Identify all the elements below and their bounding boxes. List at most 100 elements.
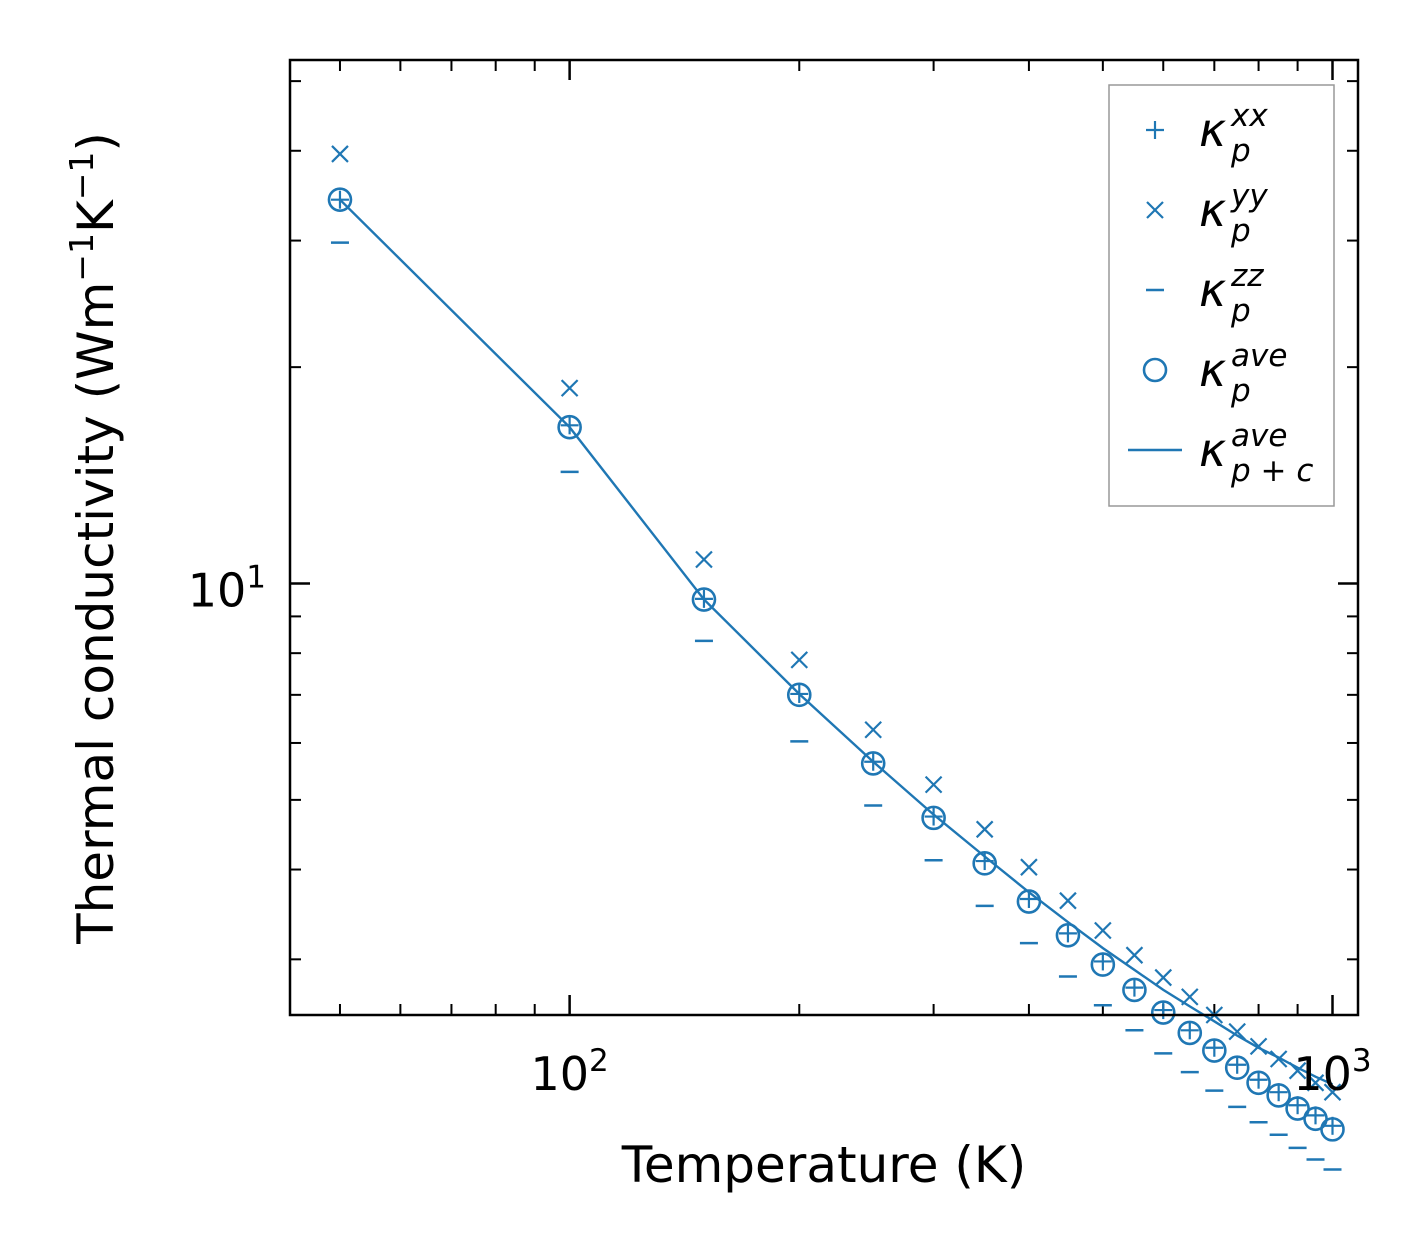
plot-frame — [288, 58, 1360, 1017]
y-tick-label: 101 — [188, 560, 266, 618]
y-axis-unit-k: K — [67, 199, 125, 233]
point-yy — [1228, 1022, 1246, 1041]
point-ave — [972, 851, 997, 876]
point-yy — [331, 145, 349, 163]
point-ave — [1224, 1055, 1250, 1081]
legend-sup: zz — [1230, 258, 1264, 294]
point-yy-b — [1125, 946, 1144, 964]
point-yy — [560, 379, 579, 397]
legend-sub: p — [1230, 133, 1251, 169]
point-xx — [1306, 1106, 1325, 1125]
point-yy-b — [790, 651, 809, 669]
point-xx — [1019, 889, 1038, 908]
point-xx — [1249, 1070, 1268, 1089]
y-axis-unit-w: Wm — [67, 282, 125, 380]
axis-ticks — [290, 60, 1358, 1015]
point-ave — [1016, 889, 1042, 914]
point-yy — [1323, 1083, 1342, 1101]
legend-label-ave: κ ave p — [1199, 338, 1287, 409]
point-yy — [1154, 968, 1173, 987]
legend-handle-yy — [1146, 201, 1164, 219]
point-ave — [1090, 952, 1116, 977]
point-ave — [1320, 1117, 1345, 1142]
point-yy-b — [1180, 988, 1199, 1006]
point-xx — [1093, 952, 1112, 971]
legend-kappa: κ — [1199, 183, 1226, 237]
y-tick-label-exp: 1 — [246, 560, 266, 596]
legend-sub: p — [1230, 293, 1251, 329]
legend-frame — [1108, 84, 1335, 507]
point-xx — [864, 752, 883, 771]
x-tick-label-base: 10 — [1293, 1047, 1352, 1101]
point-ave — [1177, 1020, 1203, 1046]
point-xx — [924, 807, 943, 826]
y-axis-unit-exp2: −1 — [62, 152, 101, 201]
point-yy — [695, 550, 713, 569]
legend-sup: ave — [1231, 338, 1287, 374]
legend-label-zz: κ zz p — [1199, 258, 1264, 329]
point-yy-b — [1249, 1037, 1268, 1056]
point-ave — [557, 414, 582, 440]
point-yy-b — [695, 550, 713, 569]
point-yy-b — [1269, 1050, 1288, 1068]
y-axis-label: Thermal conductivity (Wm−1K−1) — [62, 132, 125, 945]
y-axis-label-close: ) — [67, 132, 125, 152]
point-yy-b — [1059, 891, 1077, 910]
point-ave — [1122, 977, 1147, 1003]
legend-sup: ave — [1231, 418, 1287, 454]
point-yy — [1269, 1050, 1288, 1068]
point-yy — [1125, 946, 1144, 964]
point-yy-b — [1020, 858, 1038, 876]
legend-sub: p — [1230, 213, 1251, 249]
point-yy — [1059, 891, 1077, 910]
x-tick-label: 102 — [530, 1043, 608, 1101]
point-yy — [1180, 988, 1199, 1006]
point-yy-b — [1306, 1074, 1325, 1092]
point-xx — [790, 684, 809, 703]
point-yy-b — [924, 775, 943, 794]
point-ave — [860, 751, 886, 776]
point-yy — [864, 720, 882, 739]
legend-handle-yy-b — [1146, 201, 1164, 219]
legend-sub: p + c — [1230, 453, 1313, 489]
point-yy — [1306, 1074, 1325, 1092]
series-markers — [327, 145, 1345, 1171]
legend-handle-xx — [1146, 121, 1164, 139]
point-xx — [975, 852, 994, 871]
point-xx — [1228, 1055, 1247, 1074]
point-yy-b — [1154, 968, 1173, 987]
point-yy — [1288, 1061, 1307, 1080]
point-xx — [1205, 1038, 1224, 1057]
legend-sup: xx — [1230, 98, 1268, 134]
point-ave — [1285, 1096, 1310, 1121]
y-tick-label-base: 10 — [188, 564, 247, 618]
point-ave — [1202, 1038, 1227, 1063]
point-yy — [1249, 1037, 1268, 1056]
point-xx — [1288, 1096, 1307, 1115]
y-axis-label-main: Thermal conductivity ( — [67, 380, 125, 945]
point-ave — [327, 187, 353, 212]
point-yy — [1020, 858, 1038, 876]
point-xx — [330, 190, 349, 209]
x-tick-label-base: 10 — [530, 1047, 589, 1101]
point-ave — [1246, 1070, 1271, 1096]
y-axis-unit-exp1: −1 — [62, 233, 101, 282]
point-ave — [1055, 923, 1081, 948]
point-yy — [924, 775, 943, 794]
point-yy-b — [1323, 1083, 1342, 1101]
point-xx — [1323, 1116, 1342, 1135]
point-yy — [1094, 921, 1112, 940]
point-xx — [1125, 978, 1144, 997]
legend-kappa: κ — [1199, 423, 1226, 477]
point-yy-b — [1288, 1061, 1307, 1080]
point-xx — [1180, 1021, 1199, 1040]
legend-kappa: κ — [1199, 263, 1226, 317]
point-ave — [1150, 1000, 1176, 1025]
legend-kappa: κ — [1199, 343, 1226, 397]
x-tick-label: 103 — [1293, 1043, 1371, 1101]
point-ave — [691, 587, 717, 612]
point-xx — [560, 416, 579, 435]
legend-label-ave_pc: κ ave p + c — [1199, 418, 1313, 489]
